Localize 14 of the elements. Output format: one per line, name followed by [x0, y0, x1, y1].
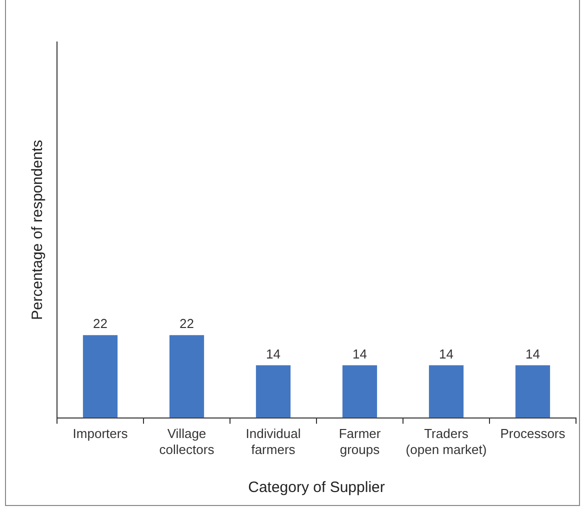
- x-tick-label: Processors: [500, 426, 566, 442]
- data-label: 14: [352, 346, 367, 362]
- x-tick-label: Farmer groups: [338, 426, 382, 457]
- data-label: 14: [526, 346, 540, 362]
- x-tick-label: Village collectors: [159, 426, 215, 457]
- x-tick-label: Traders (open market): [406, 426, 487, 457]
- x-tick-label: Importers: [72, 426, 128, 442]
- data-label: 14: [266, 346, 280, 362]
- x-axis-title: Category of Supplier: [248, 479, 385, 496]
- y-axis-title: Percentage of respondents: [29, 140, 46, 320]
- data-label: 22: [93, 316, 108, 332]
- data-label: 22: [180, 316, 194, 332]
- x-tick-label: Individual farmers: [246, 426, 301, 457]
- data-label: 14: [439, 346, 454, 362]
